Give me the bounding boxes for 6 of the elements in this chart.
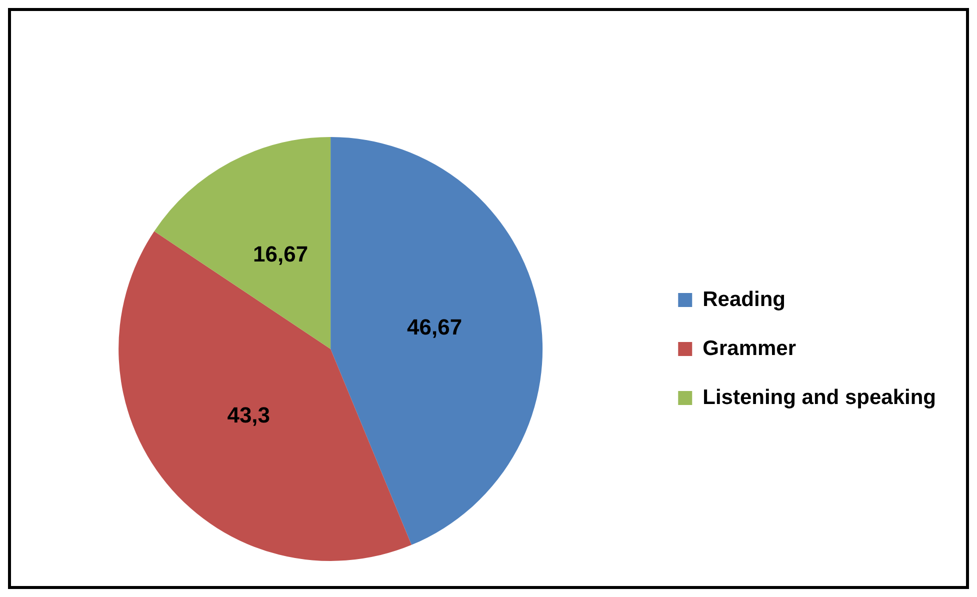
data-label: 16,67: [253, 242, 308, 267]
legend-label: Reading: [702, 288, 786, 311]
data-label: 43,3: [227, 402, 270, 428]
data-label: 46,67: [407, 314, 462, 340]
legend-label: Grammer: [702, 336, 796, 360]
legend-label: Listening and speaking: [702, 386, 936, 409]
